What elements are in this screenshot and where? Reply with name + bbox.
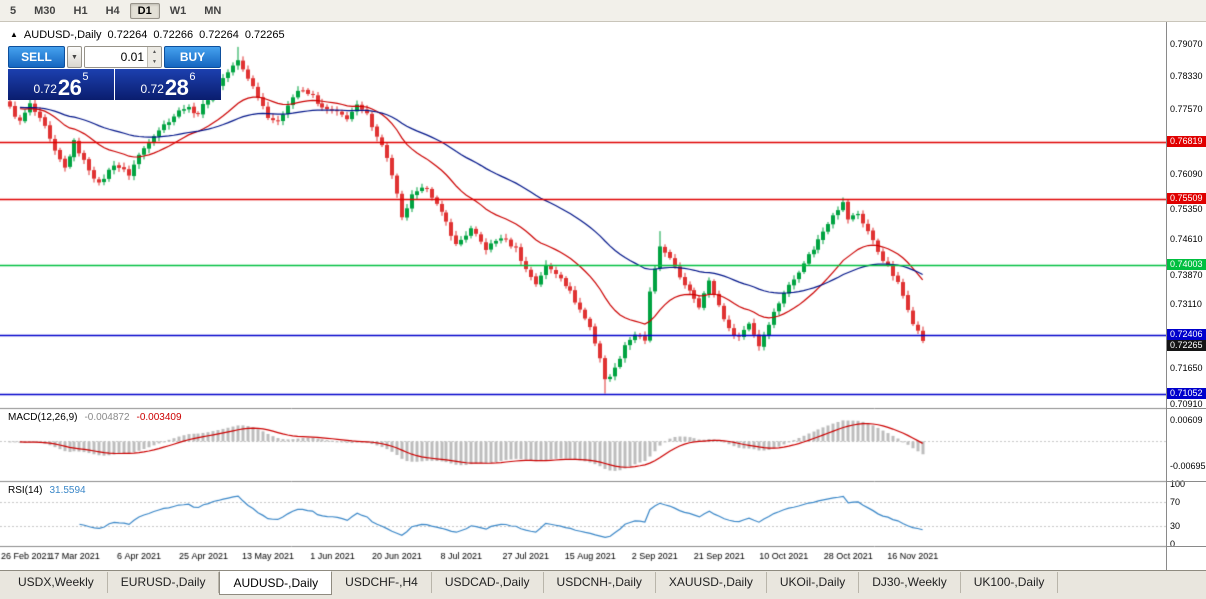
rsi-scale-tick: 0: [1170, 539, 1176, 549]
timeframe-bar: 5 M30 H1 H4 D1 W1 MN: [1, 2, 230, 19]
macd-scale-tick: -0.00695: [1170, 461, 1206, 472]
trade-options-dropdown[interactable]: ▼: [67, 46, 82, 68]
tab-uk100-daily[interactable]: UK100-,Daily: [961, 572, 1059, 593]
price-axis[interactable]: 0.79070 0.78330 0.77570 0.76090 0.75350 0.746…: [1166, 22, 1206, 570]
macd-scale-tick: 0.00609: [1170, 414, 1203, 425]
volume-input[interactable]: [85, 47, 147, 67]
macd-label: MACD(12,26,9) -0.004872 -0.003409: [8, 412, 182, 423]
tab-usdchf-h4[interactable]: USDCHF-,H4: [332, 572, 432, 593]
axis-pane-divider: [1167, 408, 1206, 409]
tab-usdcnh-daily[interactable]: USDCNH-,Daily: [544, 572, 656, 593]
price-tick: 0.73110: [1170, 299, 1202, 310]
timeframe-w1[interactable]: W1: [169, 4, 187, 17]
rsi-value: 31.5594: [49, 485, 86, 496]
macd-signal-value: -0.003409: [136, 412, 182, 423]
price-tick: 0.75350: [1170, 204, 1203, 215]
chart-area: ▲ AUDUSD-,Daily 0.72264 0.72266 0.72264 …: [0, 22, 1206, 570]
price-tick: 0.73870: [1170, 270, 1203, 281]
chart-symbol-title: AUDUSD-,Daily: [23, 29, 102, 41]
rsi-name: RSI(14): [8, 485, 43, 496]
ohlc-open: 0.72264: [107, 29, 148, 41]
chevron-down-icon: ▼: [71, 53, 78, 61]
price-tick: 0.74610: [1170, 233, 1203, 244]
buy-price-big: 28: [164, 75, 189, 100]
timeframe-mn[interactable]: MN: [204, 4, 222, 17]
spinner-up-icon[interactable]: ▲: [148, 47, 161, 57]
tab-usdx-weekly[interactable]: USDX,Weekly: [5, 572, 108, 593]
price-tick: 0.77570: [1170, 104, 1203, 115]
volume-field: ▲ ▼: [84, 46, 162, 68]
sell-price-prefix: 0.72: [33, 82, 57, 96]
tab-eurusd-daily[interactable]: EURUSD-,Daily: [108, 572, 220, 593]
ohlc-low: 0.72264: [199, 29, 239, 41]
rsi-scale-tick: 100: [1170, 479, 1186, 489]
sell-price-display[interactable]: 0.72 26 5: [8, 69, 114, 100]
timeframe-h1[interactable]: H1: [73, 4, 88, 17]
sell-button[interactable]: SELL: [8, 46, 65, 68]
tab-xauusd-daily[interactable]: XAUUSD-,Daily: [656, 572, 767, 593]
hline-price-badge: 0.72406: [1167, 328, 1206, 340]
timeframe-d1[interactable]: D1: [129, 2, 160, 19]
rsi-scale-tick: 30: [1170, 521, 1181, 531]
sell-price-sup: 5: [82, 71, 89, 83]
price-chart-canvas[interactable]: [0, 22, 1166, 570]
rsi-scale-tick: 70: [1170, 497, 1181, 507]
chart-marker-icon: ▲: [10, 30, 18, 39]
ohlc-high: 0.72266: [153, 29, 194, 41]
buy-price-display[interactable]: 0.72 28 6: [115, 69, 221, 100]
rsi-label: RSI(14) 31.5594: [8, 485, 86, 496]
chart-ohlc-header: ▲ AUDUSD-,Daily 0.72264 0.72266 0.72264 …: [10, 29, 285, 41]
timeframe-5[interactable]: 5: [10, 4, 17, 17]
price-tick: 0.70910: [1170, 398, 1203, 409]
price-tick: 0.76090: [1170, 168, 1203, 179]
price-tick: 0.79070: [1170, 38, 1203, 49]
spinner-down-icon[interactable]: ▼: [148, 57, 161, 67]
sell-price-big: 26: [57, 75, 82, 100]
current-price-badge: 0.72265: [1167, 339, 1206, 351]
hline-price-badge: 0.75509: [1167, 193, 1206, 205]
tab-audusd-daily[interactable]: AUDUSD-,Daily: [219, 571, 333, 595]
tab-dj30-weekly[interactable]: DJ30-,Weekly: [859, 572, 961, 593]
axis-pane-divider: [1167, 546, 1206, 547]
timeframe-m30[interactable]: M30: [34, 4, 56, 17]
hline-price-badge: 0.76819: [1167, 136, 1206, 148]
hline-price-badge: 0.71052: [1167, 387, 1206, 399]
price-tick: 0.71650: [1170, 362, 1203, 373]
price-tick: 0.78330: [1170, 71, 1203, 82]
timeframe-h4[interactable]: H4: [105, 4, 120, 17]
volume-stepper: ▲ ▼: [147, 47, 161, 67]
axis-pane-divider: [1167, 481, 1206, 482]
buy-price-prefix: 0.72: [140, 82, 164, 96]
macd-name: MACD(12,26,9): [8, 412, 78, 423]
buy-price-sup: 6: [189, 71, 196, 83]
ohlc-close: 0.72265: [244, 29, 285, 41]
hline-price-badge: 0.74003: [1167, 259, 1206, 271]
tab-ukoil-daily[interactable]: UKOil-,Daily: [767, 572, 860, 593]
buy-button[interactable]: BUY: [164, 46, 221, 68]
tab-usdcad-daily[interactable]: USDCAD-,Daily: [432, 572, 544, 593]
timeframe-toolbar: 5 M30 H1 H4 D1 W1 MN: [0, 0, 1206, 22]
chart-tab-bar: USDX,Weekly EURUSD-,Daily AUDUSD-,Daily USD…: [0, 570, 1206, 599]
macd-main-value: -0.004872: [84, 412, 130, 423]
